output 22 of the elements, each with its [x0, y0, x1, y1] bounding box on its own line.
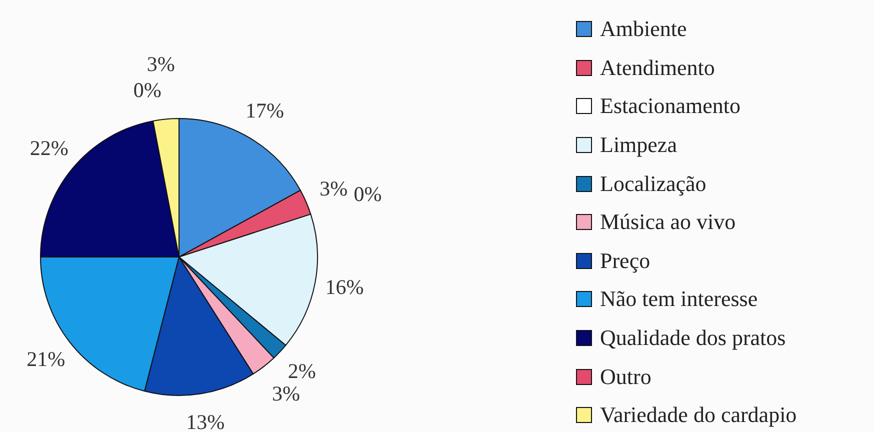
data-label: 3% — [320, 176, 348, 201]
data-label: 3% — [272, 381, 300, 406]
data-label: 3% — [146, 52, 175, 76]
legend-label: Localização — [600, 170, 706, 197]
legend-label: Estacionamento — [600, 93, 741, 120]
legend-label: Variedade do cardapio — [600, 402, 797, 428]
text: 0% — [133, 78, 162, 102]
data-label: 17% — [246, 98, 284, 122]
legend-label: Música ao vivo — [600, 209, 736, 236]
text: 0% — [354, 182, 382, 206]
data-label: 16% — [325, 275, 364, 300]
data-label: 22% — [30, 136, 68, 160]
legend-label: Preço — [600, 248, 650, 274]
data-label: 21% — [26, 346, 66, 371]
data-label: 2% — [288, 358, 316, 383]
legend-label: Atendimento — [600, 54, 715, 81]
legend-label: Outro — [600, 364, 652, 390]
legend-label: Limpeza — [600, 132, 677, 158]
legend-label: Ambiente — [600, 16, 687, 42]
legend-label: Qualidade dos pratos — [600, 325, 786, 352]
legend-label: Não tem interesse — [600, 286, 758, 312]
data-label: 13% — [186, 410, 225, 432]
